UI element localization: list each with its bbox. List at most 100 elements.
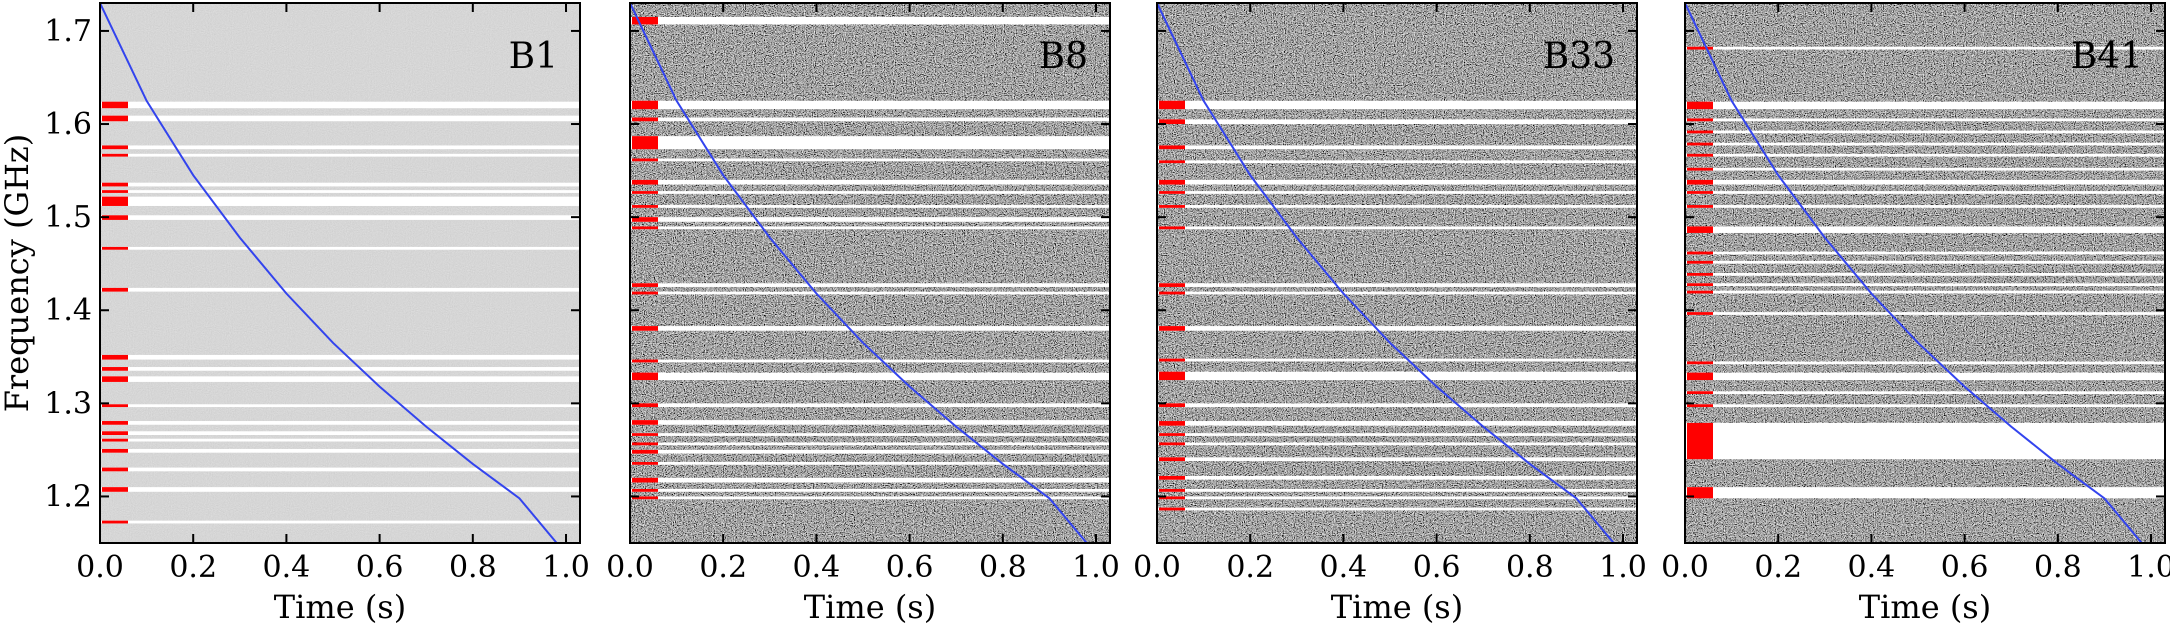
masked-band xyxy=(1157,457,1637,462)
masked-band xyxy=(1685,179,2165,185)
flag-mark xyxy=(1687,422,1713,460)
panel-label: B8 xyxy=(1039,36,1088,77)
x-tick-label: 0.6 xyxy=(1413,550,1461,585)
masked-band xyxy=(100,421,580,425)
x-tick-label: 0.0 xyxy=(606,550,654,585)
masked-band xyxy=(1685,226,2165,233)
flag-mark xyxy=(632,226,658,230)
masked-band xyxy=(100,153,580,157)
x-tick-label: 0.0 xyxy=(1133,550,1181,585)
masked-band xyxy=(1685,118,2165,122)
flag-mark xyxy=(102,215,128,220)
flag-mark xyxy=(1159,326,1185,331)
flag-mark xyxy=(102,376,128,382)
flag-mark xyxy=(632,442,658,446)
panel-frame xyxy=(629,2,1111,544)
flag-mark xyxy=(632,326,658,331)
flag-mark xyxy=(1159,145,1185,150)
flag-mark xyxy=(1159,191,1185,194)
panel-frame xyxy=(1684,2,2166,544)
flag-mark xyxy=(1159,371,1185,381)
x-tick-label: 0.8 xyxy=(449,550,497,585)
flag-mark xyxy=(1687,118,1713,122)
masked-band xyxy=(1157,100,1637,110)
y-tick-label: 1.2 xyxy=(44,479,92,514)
noise-texture xyxy=(1157,3,1637,543)
masked-band xyxy=(1157,205,1637,208)
flag-mark xyxy=(102,115,128,122)
flag-mark xyxy=(1687,391,1713,395)
flag-mark xyxy=(1687,153,1713,157)
flag-mark xyxy=(632,191,658,194)
y-tick-label: 1.3 xyxy=(44,386,92,421)
masked-band xyxy=(1685,312,2165,315)
flag-mark xyxy=(632,217,658,222)
flag-mark xyxy=(632,372,658,381)
masked-band xyxy=(630,326,1110,331)
flag-mark xyxy=(632,433,658,436)
y-tick-label: 1.5 xyxy=(44,200,92,235)
x-tick-label: 0.4 xyxy=(1320,550,1368,585)
x-tick-label: 0.6 xyxy=(1941,550,1989,585)
x-tick-label: 0.0 xyxy=(1661,550,1709,585)
panel-b1: B1 0.0 0.2 0.4 0.6 0.8 1.0 1.2 1.3 1.4 1.5 1.6 1.7 Ti… xyxy=(44,2,590,626)
panel-plot-area xyxy=(1685,3,2165,543)
flag-mark xyxy=(102,246,128,250)
flag-mark xyxy=(632,291,658,295)
panel-label: B41 xyxy=(2071,36,2143,77)
flag-mark xyxy=(1159,160,1185,164)
masked-band xyxy=(1157,160,1637,164)
y-tick-label: 1.7 xyxy=(44,14,92,49)
masked-band xyxy=(100,190,580,193)
flag-mark xyxy=(102,467,128,472)
x-axis-label: Time (s) xyxy=(1331,588,1463,626)
flag-mark xyxy=(102,367,128,371)
flag-mark xyxy=(102,431,128,435)
masked-band xyxy=(100,487,580,492)
flag-mark xyxy=(632,117,658,122)
flag-mark xyxy=(1159,489,1185,492)
masked-band xyxy=(1157,291,1637,295)
y-tick-label: 1.6 xyxy=(44,107,92,142)
masked-band xyxy=(100,196,580,206)
x-tick-label: 1.0 xyxy=(1072,550,1120,585)
flag-mark xyxy=(632,205,658,208)
masked-band xyxy=(1157,326,1637,331)
flag-mark xyxy=(1687,404,1713,408)
x-tick-label: 0.4 xyxy=(1848,550,1896,585)
masked-band xyxy=(1685,290,2165,294)
masked-band xyxy=(630,477,1110,483)
x-tick-label: 1.0 xyxy=(542,550,590,585)
masked-band xyxy=(100,215,580,220)
flag-mark xyxy=(632,16,658,25)
masked-band xyxy=(630,100,1110,110)
flag-mark xyxy=(632,420,658,425)
masked-band xyxy=(1157,191,1637,194)
masked-band xyxy=(630,449,1110,454)
flag-mark xyxy=(1159,100,1185,110)
masked-band xyxy=(100,448,580,453)
dispersion-curve xyxy=(100,3,558,543)
flag-mark xyxy=(102,287,128,292)
masked-band xyxy=(1157,496,1637,500)
flag-mark xyxy=(102,196,128,206)
masked-band xyxy=(1685,251,2165,255)
flag-mark xyxy=(102,487,128,492)
flag-mark xyxy=(1687,130,1713,134)
noise-texture xyxy=(100,3,580,543)
masked-band xyxy=(1685,153,2165,157)
masked-band xyxy=(630,442,1110,446)
masked-band xyxy=(100,354,580,360)
flag-mark xyxy=(1159,358,1185,362)
masked-band xyxy=(630,291,1110,295)
masked-band xyxy=(630,283,1110,287)
masked-band xyxy=(1685,191,2165,194)
masked-band xyxy=(630,403,1110,408)
masked-band xyxy=(100,246,580,250)
flag-mark xyxy=(1159,475,1185,480)
flag-mark xyxy=(1687,487,1713,499)
flag-mark xyxy=(632,462,658,465)
masked-band xyxy=(1685,404,2165,408)
flag-mark xyxy=(102,421,128,425)
masked-band xyxy=(1157,433,1637,436)
